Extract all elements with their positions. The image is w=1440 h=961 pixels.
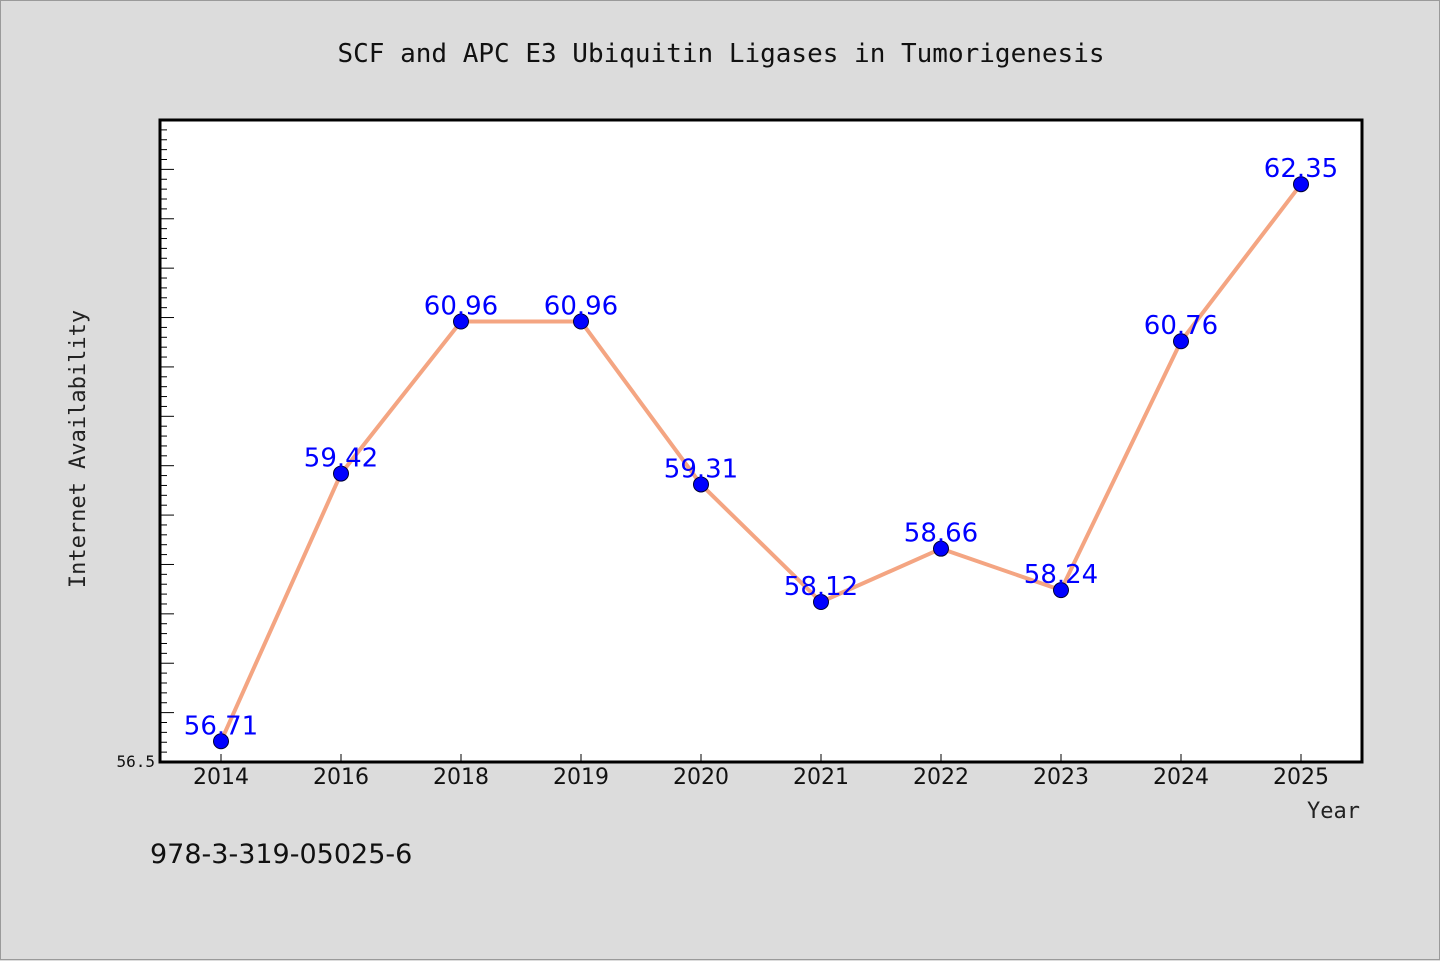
data-point (333, 465, 349, 482)
data-label: 60.96 (544, 291, 618, 321)
data-point (453, 313, 469, 330)
x-tick-label: 2014 (193, 765, 249, 790)
data-label: 56.71 (184, 711, 258, 741)
x-tick-label: 2019 (553, 765, 609, 790)
data-label: 58.24 (1024, 560, 1098, 590)
series-markers (213, 176, 1309, 750)
data-label: 59.31 (664, 454, 738, 484)
data-point (573, 313, 589, 330)
data-label: 58.12 (784, 572, 858, 602)
y-axis-label: Internet Availability (66, 310, 91, 588)
x-tick-label: 2020 (673, 765, 729, 790)
series-line (219, 182, 1303, 744)
data-point (1173, 333, 1189, 350)
data-label: 60.76 (1144, 311, 1218, 341)
x-tick-label: 2023 (1033, 765, 1089, 790)
data-labels: 56.71 59.42 60.96 60.96 59.31 58.12 58.66 58.24… (184, 154, 1338, 741)
data-point (1293, 176, 1309, 193)
x-tick-label: 2025 (1273, 765, 1329, 790)
data-point (1053, 582, 1069, 599)
isbn-label: 978-3-319-05025-6 (150, 839, 412, 870)
data-point (693, 476, 709, 493)
chart-title: SCF and APC E3 Ubiquitin Ligases in Tumo… (337, 39, 1104, 69)
data-label: 62.35 (1264, 154, 1338, 184)
data-point (213, 733, 229, 750)
data-label: 60.96 (424, 291, 498, 321)
data-label: 58.66 (904, 519, 978, 549)
y-tick-label: 56.5 (116, 752, 155, 771)
plot-area (158, 118, 1364, 764)
x-tick-label: 2016 (313, 765, 369, 790)
x-tick-label: 2021 (793, 765, 849, 790)
data-label: 59.42 (304, 444, 378, 474)
x-tick-label: 2018 (433, 765, 489, 790)
data-point (813, 593, 829, 610)
x-axis-label: Year (1307, 799, 1360, 824)
x-tick-label: 2022 (913, 765, 969, 790)
x-tick-label: 2024 (1153, 765, 1209, 790)
data-point (933, 540, 949, 557)
x-axis-ticks: 2014 2016 2018 2019 2020 2021 2022 2023 2024 2025 (193, 754, 1329, 790)
y-axis-ticks (160, 119, 174, 763)
